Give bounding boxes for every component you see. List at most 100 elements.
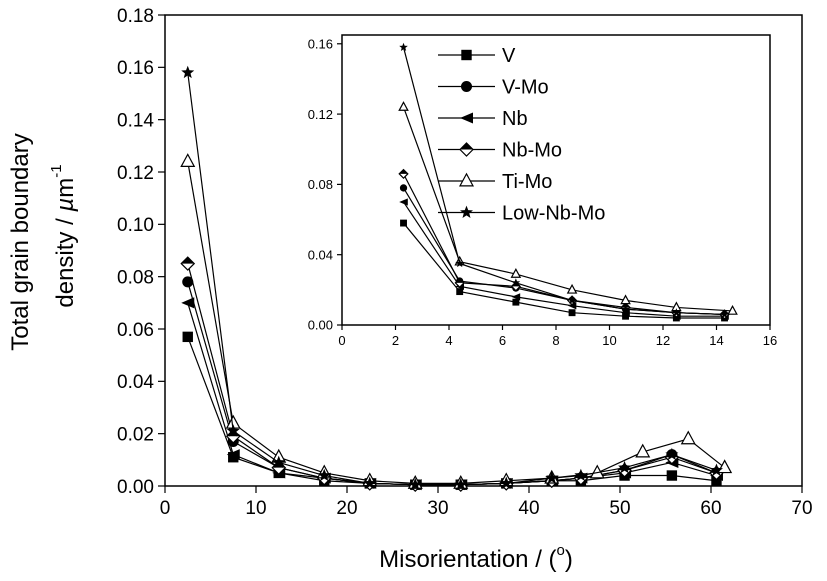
data-point: [398, 168, 409, 179]
legend-item-nb-mo: Nb-Mo: [438, 140, 562, 162]
data-point: [665, 447, 679, 461]
data-point: [709, 463, 723, 476]
inset-y-tick-label: 0.16: [308, 36, 333, 51]
data-point: [408, 477, 422, 491]
data-point: [226, 424, 240, 437]
y-tick-label: 0.16: [117, 58, 154, 79]
legend-item-v-mo: V-Mo: [438, 77, 549, 99]
data-point: [566, 283, 578, 294]
data-point: [363, 476, 377, 489]
x-axis-title: Misorientation / (o): [379, 542, 573, 573]
data-point: [182, 331, 193, 343]
inset-x-tick-label: 2: [392, 333, 399, 348]
axis-titles: Misorientation / (o) Total grain boundar…: [7, 133, 573, 573]
diamond-fill: [399, 169, 408, 174]
data-point: [460, 205, 473, 219]
inset-x-tick-label: 14: [709, 333, 723, 348]
y-tick-label: 0.04: [117, 372, 154, 393]
data-point: [567, 295, 577, 305]
data-point: [460, 112, 473, 124]
series-nb: [181, 297, 723, 491]
inset-y-tick-label: 0.04: [308, 247, 333, 262]
legend-item-low-nb-mo: Low-Nb-Mo: [438, 203, 605, 225]
data-point: [635, 443, 651, 458]
plot-frame: [164, 14, 803, 487]
series-line: [187, 336, 717, 486]
data-point: [621, 304, 630, 313]
data-point: [567, 302, 577, 310]
data-point: [460, 80, 473, 93]
x-tick-label: 70: [791, 498, 812, 519]
inset-y-tick-label: 0.12: [308, 107, 333, 122]
data-point: [226, 449, 240, 461]
data-point: [455, 258, 464, 268]
data-point: [680, 430, 696, 445]
diamond-fill: [460, 143, 473, 150]
main-plot: 0 10 20 30 40 50 60 700.000.020.040.060.080.100…: [117, 6, 813, 519]
data-point: [727, 304, 738, 315]
data-point: [461, 49, 472, 61]
data-point: [317, 468, 331, 482]
data-point: [399, 198, 408, 206]
data-point: [720, 309, 729, 319]
y-tick-label: 0.12: [117, 163, 154, 184]
y-tick-label: 0.00: [117, 477, 154, 498]
data-point: [399, 42, 408, 51]
inset-y-tick-label: 0.00: [308, 318, 333, 333]
data-point: [180, 256, 196, 271]
inset-x-tick-label: 0: [338, 333, 345, 348]
x-tick-label: 0: [160, 498, 171, 519]
data-point: [545, 471, 559, 484]
data-point: [568, 309, 576, 317]
data-point: [182, 276, 194, 288]
data-point: [180, 153, 196, 168]
y-tick-label: 0.06: [117, 320, 154, 341]
x-tick-label: 60: [700, 498, 721, 519]
legend-item-v: V: [438, 45, 516, 67]
x-tick-label: 30: [427, 498, 448, 519]
data-point: [181, 297, 195, 309]
data-point: [456, 288, 464, 296]
inset-x-tick-label: 16: [763, 333, 777, 348]
legend: V V-Mo Nb Nb-Mo Ti-Mo Low-Nb-Mo: [438, 45, 605, 225]
inset-y-tick-label: 0.08: [308, 177, 333, 192]
data-point: [717, 459, 733, 474]
data-point: [672, 308, 681, 317]
data-point: [622, 312, 629, 320]
y-axis-title-line2: density / µm-1: [48, 164, 79, 307]
legend-label: Nb: [502, 108, 528, 130]
x-tick-label: 20: [336, 498, 357, 519]
data-point: [510, 268, 522, 278]
y-tick-label: 0.02: [117, 425, 154, 446]
data-point: [272, 455, 286, 468]
x-tick-label: 50: [609, 498, 630, 519]
legend-label: V: [502, 45, 516, 67]
data-point: [711, 475, 722, 486]
data-point: [618, 460, 632, 474]
data-point: [454, 477, 468, 491]
data-point: [458, 172, 475, 187]
x-tick-label: 10: [245, 498, 266, 519]
legend-label: Ti-Mo: [502, 171, 552, 193]
x-tick-label: 40: [518, 498, 539, 519]
data-point: [511, 278, 521, 287]
data-point: [398, 101, 409, 111]
data-point: [621, 309, 630, 317]
legend-item-nb: Nb: [438, 108, 528, 130]
data-point: [574, 468, 588, 482]
inset-series-low-nb-mo: [399, 42, 729, 319]
y-tick-label: 0.14: [117, 111, 154, 132]
legend-label: Low-Nb-Mo: [502, 203, 605, 225]
legend-item-ti-mo: Ti-Mo: [438, 171, 552, 193]
data-point: [499, 476, 513, 489]
legend-label: V-Mo: [502, 77, 549, 99]
inset-x-tick-label: 6: [499, 333, 506, 348]
data-point: [511, 293, 521, 301]
inset-x-tick-label: 8: [552, 333, 559, 348]
data-point: [454, 277, 465, 288]
diamond-fill: [455, 278, 464, 283]
legend-label: Nb-Mo: [502, 140, 562, 162]
inset-plot: 0 2 4 6 8 10 12 14 16 0.00 0.04 0.08 0.12 0.16 V V-Mo Nb…: [308, 34, 777, 348]
inset-x-tick-label: 4: [445, 333, 452, 348]
